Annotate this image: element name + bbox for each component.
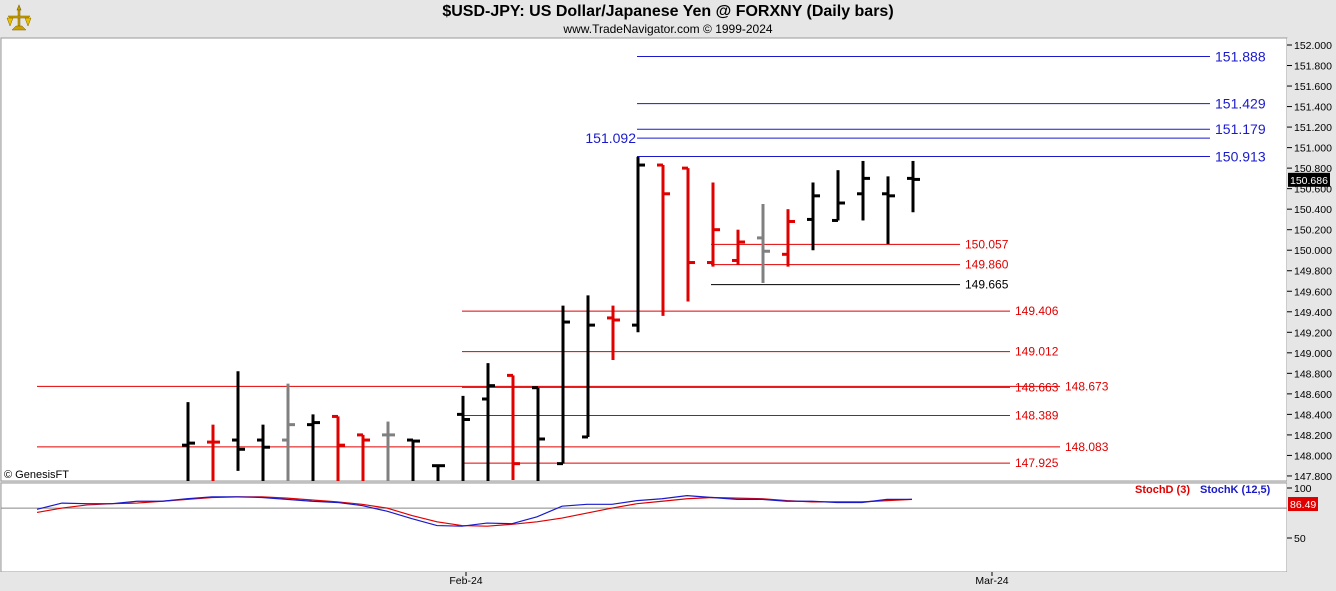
ohlc-bar [207, 424, 220, 481]
price-tick-label: 148.400 [1294, 409, 1332, 421]
price-tick-label: 150.400 [1294, 204, 1332, 216]
price-panel [0, 37, 1288, 482]
price-tick-label: 150.200 [1294, 225, 1332, 237]
price-tick-label: 149.400 [1294, 307, 1332, 319]
chart-subtitle: www.TradeNavigator.com © 1999-2024 [563, 22, 773, 36]
watermark-text: © GenesisFT [4, 469, 69, 481]
price-tick-label: 148.600 [1294, 389, 1332, 401]
ohlc-bar [657, 163, 670, 316]
ohlc-bar [707, 182, 720, 267]
ohlc-bar [532, 386, 545, 481]
level-label: 151.429 [1215, 96, 1266, 112]
price-tick-label: 152.000 [1294, 40, 1332, 52]
ohlc-bar [882, 176, 895, 245]
ohlc-bar [457, 395, 470, 481]
ohlc-bar [232, 371, 245, 471]
level-label: 147.925 [1015, 456, 1059, 470]
ohlc-bar [632, 156, 645, 333]
stoch-tick-label: 100 [1294, 483, 1312, 495]
price-tick-label: 149.000 [1294, 348, 1332, 360]
x-tick-label: Mar-24 [975, 575, 1008, 587]
ohlc-bar [832, 170, 845, 222]
ohlc-bar [432, 464, 445, 481]
last-price-label: 150.686 [1290, 175, 1328, 187]
stoch-tick-label: 50 [1294, 533, 1306, 545]
price-tick-label: 149.600 [1294, 286, 1332, 298]
x-axis-area [0, 572, 1336, 591]
ohlc-bar [557, 305, 570, 466]
ohlc-bar [732, 229, 745, 265]
level-label: 151.888 [1215, 48, 1266, 64]
ohlc-bar [382, 421, 395, 481]
ohlc-bar [807, 182, 820, 251]
level-label: 149.406 [1015, 304, 1059, 318]
ohlc-bar [607, 305, 620, 361]
ohlc-bar [307, 414, 320, 481]
ohlc-bar [357, 433, 370, 481]
level-label: 148.083 [1065, 440, 1109, 454]
ohlc-bar [407, 438, 420, 481]
legend-stochk: StochK (12,5) [1200, 484, 1271, 496]
price-tick-label: 151.800 [1294, 61, 1332, 73]
price-tick-label: 149.200 [1294, 327, 1332, 339]
ohlc-bar [282, 383, 295, 481]
stoch-series-line [36, 494, 912, 527]
chart-title: $USD-JPY: US Dollar/Japanese Yen @ FORXN… [442, 3, 894, 20]
level-label: 149.012 [1015, 345, 1059, 359]
level-label: 149.665 [965, 278, 1009, 292]
stoch-value-box [1288, 497, 1318, 512]
ohlc-bar [907, 160, 920, 213]
price-tick-label: 148.200 [1294, 430, 1332, 442]
ohlc-bar [582, 295, 595, 439]
price-tick-label: 147.800 [1294, 471, 1332, 483]
legend-stochd: StochD (3) [1135, 484, 1190, 496]
price-tick-label: 148.800 [1294, 368, 1332, 380]
ohlc-bar [257, 424, 270, 481]
level-label: 150.913 [1215, 149, 1266, 165]
price-tick-label: 151.000 [1294, 143, 1332, 155]
level-label: 148.663 [1015, 380, 1059, 394]
title-bar [0, 0, 1336, 38]
price-tick-label: 151.600 [1294, 81, 1332, 93]
price-tick-label: 149.800 [1294, 266, 1332, 278]
y-axis-area [1287, 38, 1336, 572]
price-tick-label: 148.000 [1294, 450, 1332, 462]
ohlc-bar [332, 414, 345, 481]
level-label: 149.860 [965, 258, 1009, 272]
ohlc-bar [782, 209, 795, 267]
ohlc-bar [857, 160, 870, 221]
ohlc-bar [507, 373, 520, 481]
level-label: 148.673 [1065, 379, 1109, 393]
level-label: 148.389 [1015, 409, 1059, 423]
ohlc-bar [482, 363, 495, 481]
stoch-panel [0, 482, 1288, 573]
x-tick-label: Feb-24 [449, 575, 482, 587]
price-tick-label: 150.800 [1294, 163, 1332, 175]
ohlc-bar [757, 204, 770, 284]
level-label: 151.092 [585, 130, 636, 146]
price-tick-label: 151.200 [1294, 122, 1332, 134]
level-label: 150.057 [965, 237, 1009, 251]
ohlc-bar [182, 402, 195, 481]
price-tick-label: 150.000 [1294, 245, 1332, 257]
ohlc-bar [682, 166, 695, 302]
stoch-value-label: 86.49 [1290, 499, 1316, 511]
genesis-logo-icon [4, 2, 34, 34]
last-price-box [1288, 172, 1330, 187]
price-tick-label: 151.400 [1294, 102, 1332, 114]
level-label: 151.179 [1215, 121, 1266, 137]
